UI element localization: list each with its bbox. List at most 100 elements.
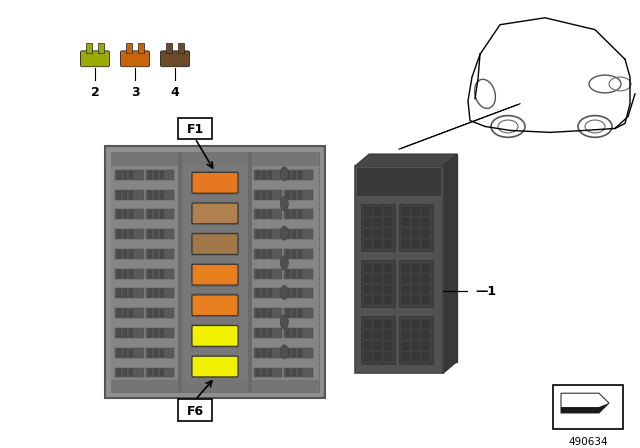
Bar <box>148 289 152 297</box>
Bar <box>402 207 409 215</box>
Bar <box>355 166 443 374</box>
Bar <box>159 349 164 357</box>
Bar <box>159 250 164 258</box>
Bar <box>262 250 266 258</box>
Bar <box>123 230 127 238</box>
FancyBboxPatch shape <box>81 51 109 67</box>
Bar <box>146 289 174 298</box>
Bar <box>253 210 282 220</box>
Bar <box>298 309 302 317</box>
Bar <box>374 207 381 215</box>
Bar <box>154 309 157 317</box>
Bar <box>253 170 282 180</box>
FancyBboxPatch shape <box>120 51 150 67</box>
Bar <box>117 289 121 297</box>
Bar <box>422 207 429 215</box>
Bar <box>292 230 296 238</box>
Bar <box>268 270 271 278</box>
Bar <box>146 249 174 259</box>
Bar <box>148 171 152 179</box>
Text: 490634: 490634 <box>568 437 608 447</box>
Bar <box>412 275 419 283</box>
Bar <box>123 270 127 278</box>
Bar <box>123 369 127 376</box>
Bar <box>399 260 433 307</box>
Bar <box>422 218 429 226</box>
Bar <box>117 171 121 179</box>
Bar <box>129 230 133 238</box>
Bar <box>159 369 164 376</box>
Bar <box>422 353 429 361</box>
Bar <box>262 349 266 357</box>
Bar <box>361 260 395 307</box>
Bar <box>154 211 157 218</box>
Bar <box>154 191 157 198</box>
Bar <box>148 191 152 198</box>
Bar <box>402 342 409 350</box>
Ellipse shape <box>280 345 289 359</box>
Bar <box>384 229 391 237</box>
Bar <box>117 369 121 376</box>
Bar <box>298 171 302 179</box>
FancyBboxPatch shape <box>192 172 238 193</box>
Bar <box>253 269 282 279</box>
Bar <box>412 218 419 226</box>
Bar <box>384 297 391 304</box>
Bar <box>412 207 419 215</box>
Bar <box>292 349 296 357</box>
Bar <box>422 229 429 237</box>
Bar <box>422 285 429 293</box>
Bar <box>129 250 133 258</box>
Bar <box>402 331 409 339</box>
Bar <box>298 270 302 278</box>
Bar <box>117 309 121 317</box>
Bar <box>129 191 133 198</box>
Bar <box>117 270 121 278</box>
Ellipse shape <box>280 167 289 181</box>
Bar <box>364 240 371 248</box>
Bar <box>117 191 121 198</box>
Bar <box>292 270 296 278</box>
Bar <box>262 329 266 337</box>
Bar <box>361 316 395 364</box>
Bar <box>253 308 282 318</box>
Bar <box>115 367 143 377</box>
Bar <box>148 230 152 238</box>
Bar <box>268 349 271 357</box>
Bar <box>146 367 174 377</box>
Bar <box>364 218 371 226</box>
Bar <box>123 191 127 198</box>
Bar <box>191 324 239 348</box>
Bar <box>422 240 429 248</box>
Bar <box>129 211 133 218</box>
Bar <box>286 369 291 376</box>
Bar <box>422 297 429 304</box>
Bar <box>148 270 152 278</box>
Bar <box>146 348 174 358</box>
Bar <box>364 275 371 283</box>
Bar <box>412 297 419 304</box>
Bar <box>262 211 266 218</box>
Bar <box>384 218 391 226</box>
Bar <box>384 285 391 293</box>
Bar <box>126 43 132 53</box>
Bar <box>159 309 164 317</box>
Bar <box>399 203 433 251</box>
Bar <box>292 171 296 179</box>
Bar <box>146 308 174 318</box>
Bar <box>286 230 291 238</box>
Bar <box>154 250 157 258</box>
Bar <box>148 250 152 258</box>
Bar <box>374 264 381 271</box>
Text: —1: —1 <box>475 285 496 298</box>
Bar <box>412 353 419 361</box>
Bar <box>553 385 623 429</box>
Bar <box>286 289 291 297</box>
Bar <box>253 328 282 338</box>
Bar <box>374 331 381 339</box>
Bar <box>412 331 419 339</box>
Bar <box>179 152 182 392</box>
Bar <box>361 203 395 251</box>
Bar <box>146 210 174 220</box>
Bar <box>364 207 371 215</box>
